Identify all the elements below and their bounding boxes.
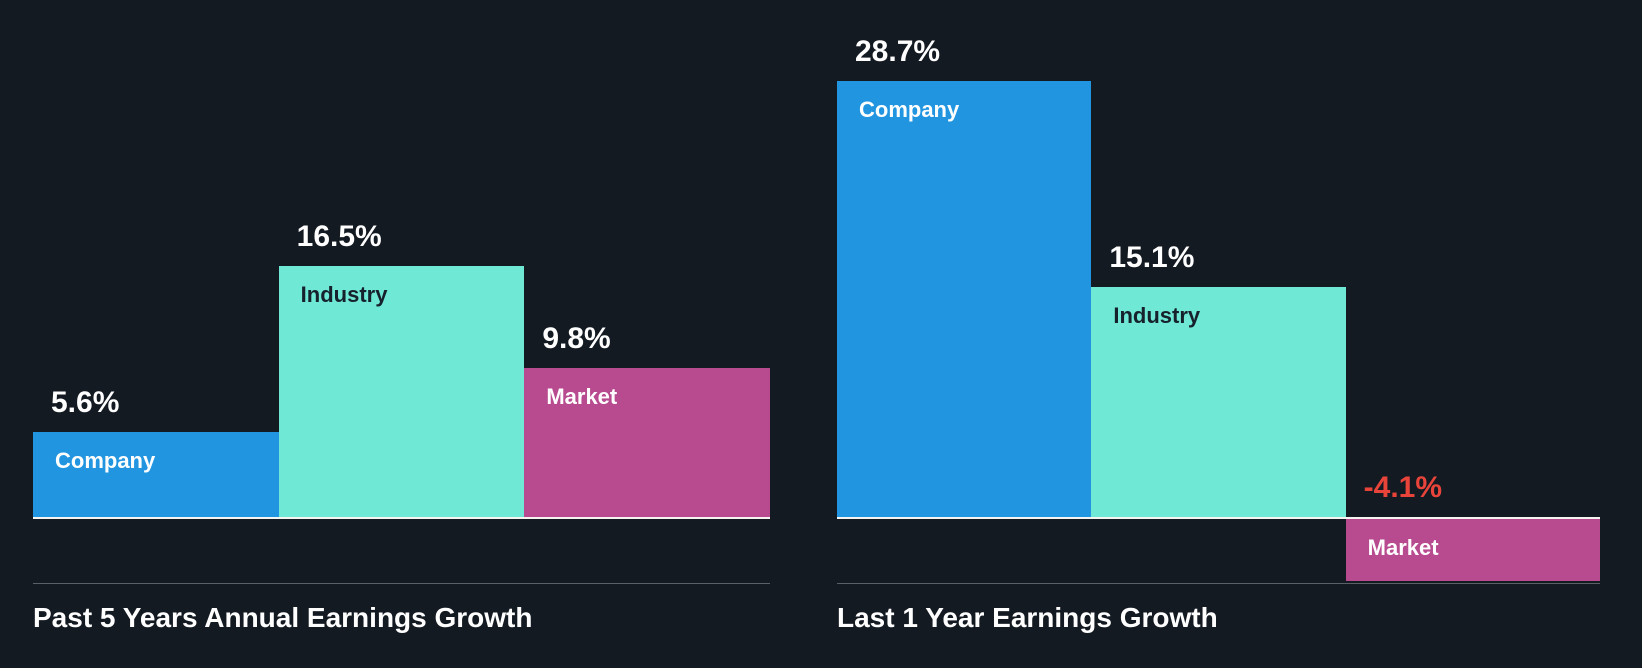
bar-value-label: 9.8% <box>542 322 611 356</box>
bar-value-label: 16.5% <box>296 220 382 254</box>
bar-category-label: Market <box>1367 535 1439 560</box>
bar-group-company: 28.7% Company <box>837 0 1092 668</box>
bar-value-label: 5.6% <box>51 385 120 419</box>
bar-category-label: Company <box>55 447 156 473</box>
bar-market: Market <box>524 368 770 517</box>
chart-last-1-year-earnings-growth: 28.7% Company 15.1% Industry -4.1% Marke… <box>837 0 1600 668</box>
bar-group-industry: 16.5% Industry <box>278 0 525 668</box>
bar-value-label: 15.1% <box>1109 241 1195 275</box>
bar-category-label: Company <box>859 96 960 122</box>
bar-market: Market <box>1345 519 1600 582</box>
zero-axis-line <box>33 517 770 519</box>
plot-area: 28.7% Company 15.1% Industry -4.1% Marke… <box>837 0 1600 668</box>
bar-group-market: 9.8% Market <box>524 0 770 668</box>
zero-axis-line <box>837 517 1600 519</box>
bottom-axis-line <box>837 583 1600 584</box>
chart-past-5-years-earnings-growth: 5.6% Company 16.5% Industry 9.8% Market … <box>33 0 770 668</box>
bar-category-label: Market <box>546 384 618 410</box>
bar-group-company: 5.6% Company <box>33 0 279 668</box>
bar-category-label: Industry <box>1113 303 1201 329</box>
bar-group-industry: 15.1% Industry <box>1091 0 1346 668</box>
bottom-axis-line <box>33 583 770 584</box>
chart-title: Last 1 Year Earnings Growth <box>837 602 1218 633</box>
bar-industry: Industry <box>1091 287 1346 517</box>
bar-value-label: -4.1% <box>1363 471 1443 504</box>
bar-value-label: 28.7% <box>855 34 941 68</box>
plot-area: 5.6% Company 16.5% Industry 9.8% Market <box>33 0 770 668</box>
chart-title: Past 5 Years Annual Earnings Growth <box>33 602 533 633</box>
bar-group-market: -4.1% Market <box>1345 0 1600 668</box>
bar-category-label: Industry <box>300 282 388 308</box>
bar-company: Company <box>33 431 279 517</box>
bar-company: Company <box>837 80 1092 517</box>
bar-industry: Industry <box>278 266 525 517</box>
